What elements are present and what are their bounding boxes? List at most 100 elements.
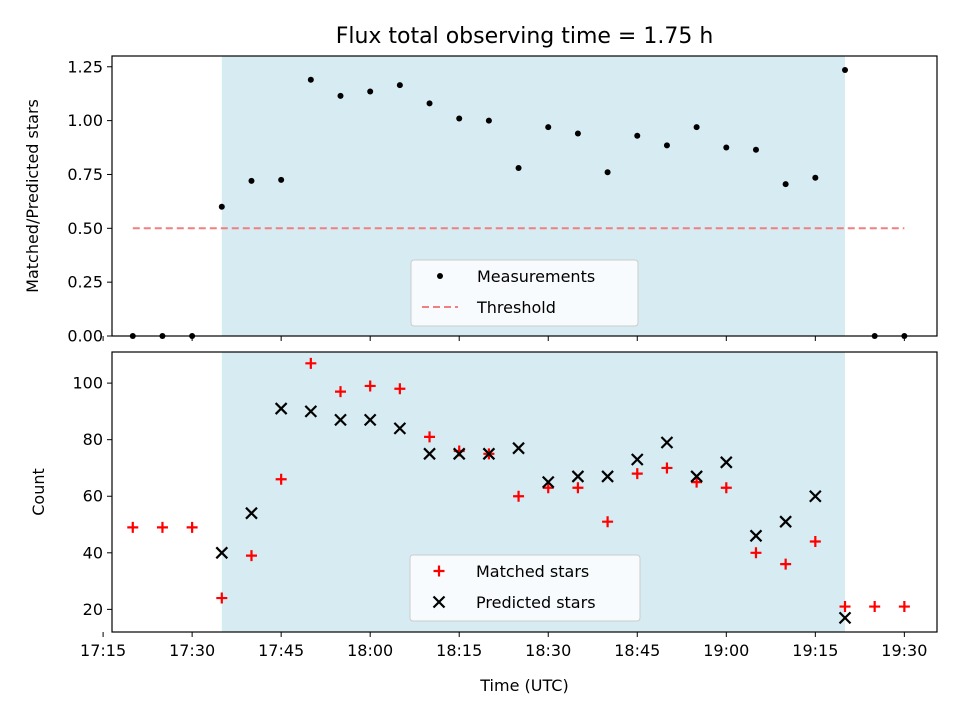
top-measurement-point [396, 82, 403, 89]
bottom-legend-predicted-swatch [432, 595, 446, 609]
bottom-matched-point [513, 490, 525, 502]
bottom-y-tick-label: 40 [83, 543, 103, 562]
x-tick-label: 19:15 [792, 641, 838, 660]
bottom-matched-point [898, 601, 910, 613]
top-measurement-point [634, 132, 641, 139]
bottom-predicted-point [571, 470, 585, 483]
top-measurement-point [782, 181, 789, 188]
top-measurement-point [456, 115, 463, 122]
x-tick-label: 17:30 [169, 641, 215, 660]
bottom-matched-point [275, 473, 287, 485]
bottom-matched-point [186, 521, 198, 533]
top-y-tick-label: 0.50 [67, 219, 103, 238]
bottom-predicted-point [630, 453, 644, 466]
top-measurement-point [723, 144, 730, 151]
bottom-predicted-point [690, 470, 703, 483]
top-y-tick-label: 0.00 [67, 327, 103, 346]
top-measurement-point [218, 203, 225, 210]
bottom-legend-matched-swatch [433, 565, 445, 577]
bottom-matched-point [542, 482, 554, 494]
top-measurement-point [693, 124, 700, 131]
top-legend-label: Threshold [476, 298, 556, 317]
bottom-matched-point [661, 462, 673, 474]
bottom-matched-point [127, 521, 139, 533]
x-tick-label: 17:45 [258, 641, 304, 660]
bottom-y-tick-label: 60 [83, 487, 103, 506]
top-measurement-point [574, 130, 581, 137]
bottom-matched-point [572, 482, 584, 494]
bottom-matched-point [156, 521, 168, 533]
bottom-legend [409, 554, 641, 622]
bottom-axes-frame [111, 351, 938, 633]
bottom-legend-label: Matched stars [476, 562, 589, 581]
bottom-y-tick-label: 80 [83, 430, 103, 449]
top-measurement-point [307, 76, 314, 83]
x-tick-label: 18:30 [525, 641, 571, 660]
top-measurement-point [367, 88, 374, 95]
top-legend-measurement-swatch [437, 273, 443, 279]
bottom-predicted-point [245, 506, 258, 520]
bottom-predicted-point [363, 413, 377, 427]
bottom-legend-label: Predicted stars [476, 593, 596, 612]
x-tick-label: 18:15 [436, 641, 482, 660]
top-y-axis-label: Matched/Predicted stars [23, 99, 42, 293]
top-measurement-point [604, 169, 611, 176]
top-measurement-point [485, 117, 492, 124]
bottom-matched-point [839, 601, 851, 613]
top-measurement-point [752, 146, 759, 153]
bottom-matched-point [869, 601, 881, 613]
bottom-y-tick-label: 100 [72, 374, 103, 393]
x-tick-label: 17:15 [80, 641, 126, 660]
top-measurement-point [663, 142, 670, 149]
bottom-matched-point [216, 592, 228, 604]
top-y-tick-label: 1.00 [67, 111, 103, 130]
top-measurement-point [248, 177, 255, 184]
bottom-predicted-point [541, 475, 555, 489]
bottom-predicted-point [304, 405, 318, 418]
top-y-tick-label: 0.25 [67, 273, 103, 292]
bottom-y-tick-label: 20 [83, 600, 103, 619]
bottom-matched-point [780, 558, 792, 570]
top-panel: 0.00 0.25 0.50 0.75 1.00 1.25 Measurements Thre… [67, 55, 938, 346]
x-tick-label: 19:00 [703, 641, 749, 660]
bottom-y-axis-label: Count [29, 468, 48, 516]
top-y-tick-label: 0.75 [67, 165, 103, 184]
bottom-predicted-point [838, 611, 852, 625]
top-measurement-point [812, 174, 819, 181]
x-axis-label: Time (UTC) [479, 676, 568, 695]
bottom-predicted-point [452, 447, 466, 461]
bottom-matched-point [245, 550, 257, 562]
bottom-predicted-point [749, 529, 763, 543]
bottom-matched-point [305, 357, 317, 369]
bottom-predicted-point [393, 422, 407, 435]
bottom-predicted-point [334, 413, 347, 427]
top-measurement-point [426, 100, 433, 107]
bottom-panel: 20 40 60 80 100 17:15 17:30 17:45 18:00 18:15 18:3… [72, 351, 938, 660]
bottom-matched-point [335, 386, 347, 398]
bottom-predicted-point [274, 402, 288, 415]
x-tick-label: 18:00 [347, 641, 393, 660]
bottom-matched-point [364, 380, 376, 392]
bottom-predicted-point [512, 441, 525, 455]
bottom-matched-point [631, 468, 643, 480]
bottom-predicted-point [720, 456, 733, 469]
top-axes-frame [111, 55, 938, 337]
bottom-predicted-point [482, 447, 496, 461]
top-measurement-point [842, 67, 849, 73]
bottom-predicted-point [601, 470, 614, 483]
bottom-matched-point [394, 383, 406, 395]
top-measurement-point [337, 92, 344, 99]
x-tick-label: 18:45 [614, 641, 660, 660]
bottom-predicted-point [660, 436, 674, 449]
bottom-predicted-point [809, 489, 822, 503]
top-measurement-point [545, 124, 552, 131]
bottom-matched-point [602, 516, 614, 528]
top-legend [410, 259, 639, 327]
bottom-matched-point [424, 431, 436, 443]
top-measurement-point [515, 165, 522, 171]
bottom-matched-point [750, 547, 762, 559]
top-measurement-point [278, 176, 285, 183]
bottom-matched-point [809, 535, 821, 547]
top-legend-label: Measurements [477, 267, 595, 286]
